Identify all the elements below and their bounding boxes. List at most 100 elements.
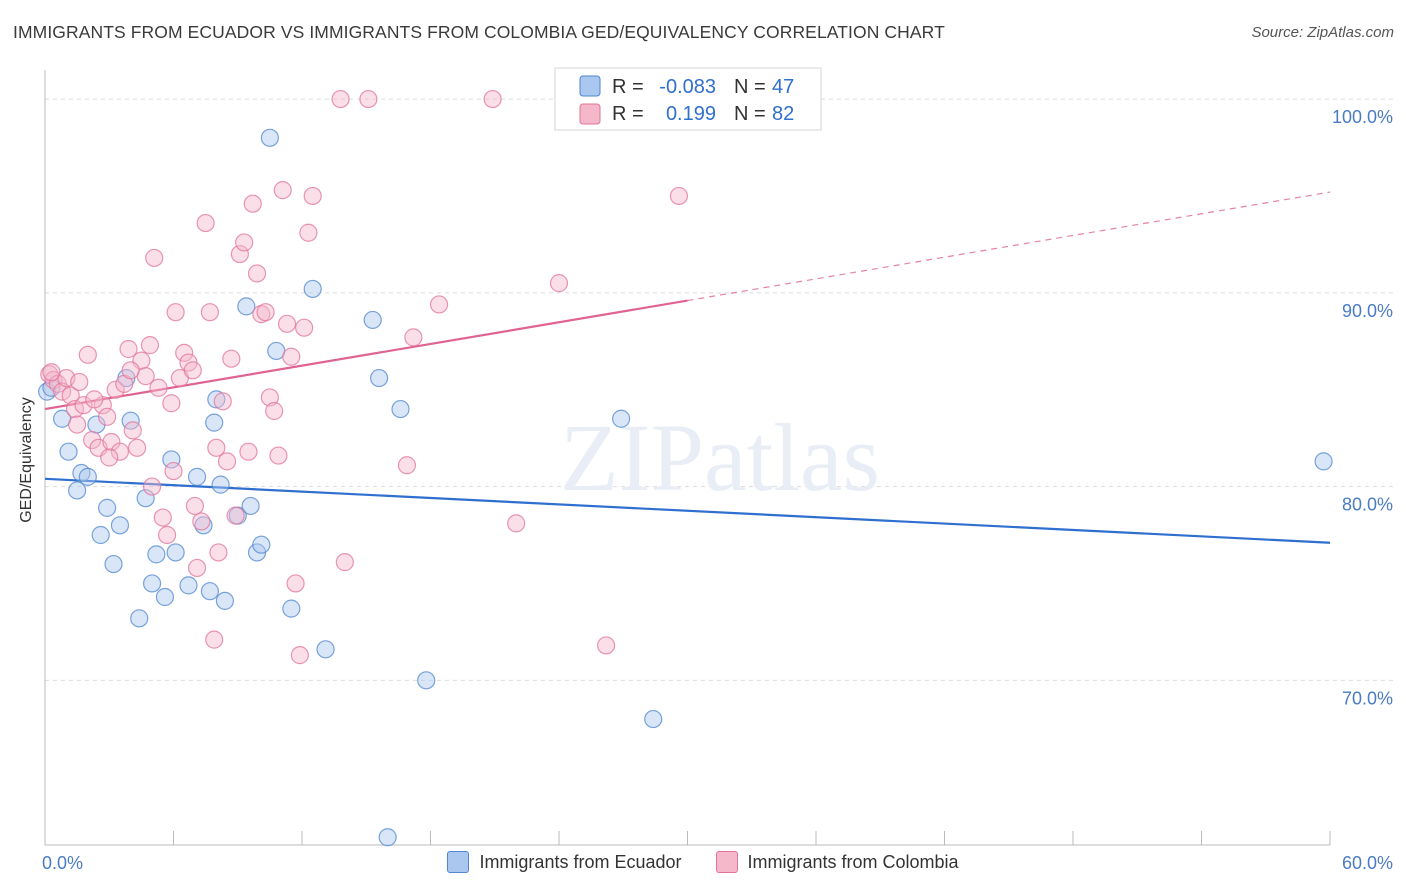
colombia-point (100, 448, 119, 467)
legend-label-colombia: Immigrants from Colombia (747, 851, 959, 872)
colombia-point (243, 194, 262, 213)
ecuador-point (147, 545, 166, 564)
colombia-point (127, 438, 147, 457)
x-tick-label: 0.0% (42, 853, 83, 873)
colombia-point (331, 89, 350, 109)
ecuador-point (110, 516, 130, 535)
colombia-point (200, 303, 220, 322)
colombia-point (483, 89, 502, 109)
legend-label-ecuador: Immigrants from Ecuador (479, 851, 682, 872)
ecuador-point (644, 709, 663, 729)
colombia-point (53, 382, 72, 401)
colombia-point (149, 378, 168, 397)
colombia-point (196, 213, 215, 233)
y-tick-label: 80.0% (1342, 495, 1393, 515)
y-tick-label: 70.0% (1342, 688, 1393, 708)
colombia-point (207, 438, 226, 457)
colombia-point (145, 248, 164, 268)
ecuador-point (241, 496, 260, 516)
colombia-point (157, 525, 177, 545)
trend-lines (44, 191, 1331, 544)
colombia-point (78, 345, 97, 364)
ecuador-point (378, 828, 397, 847)
colombia-point (187, 558, 207, 578)
ecuador-point (136, 489, 155, 508)
colombia-point (335, 553, 354, 572)
colombia-point (507, 514, 526, 533)
colombia-point (98, 407, 117, 426)
colombia-point (185, 496, 205, 516)
legend: Immigrants from Ecuador Immigrants from … (0, 851, 1406, 873)
stats-box: R = -0.083 N = 47 R = 0.199 N = 82 (554, 67, 822, 131)
ecuador-point (187, 467, 207, 486)
chart-title: IMMIGRANTS FROM ECUADOR VS IMMIGRANTS FR… (13, 22, 945, 42)
colombia-point (42, 363, 61, 382)
colombia-point (260, 388, 279, 407)
stats-n-label-colombia: N = (734, 103, 766, 125)
colombia-point (269, 446, 288, 465)
ecuador-point (179, 576, 198, 595)
colombia-point (247, 264, 267, 283)
ecuador-point (612, 409, 631, 428)
stats-n-label-ecuador: N = (734, 76, 766, 98)
colombia-point (226, 506, 245, 525)
x-tick-labels: 0.0% 60.0% (42, 853, 1393, 873)
ecuador-point (363, 310, 382, 330)
legend-item-ecuador[interactable]: Immigrants from Ecuador (447, 851, 682, 873)
colombia-point (213, 392, 232, 411)
y-tick-labels: 70.0% 80.0% 90.0% 100.0% (1332, 107, 1393, 708)
ecuador-point (211, 475, 230, 494)
colombia-point (183, 361, 202, 380)
colombia-point (359, 89, 378, 109)
gridlines (45, 98, 1395, 681)
colombia-point (404, 328, 423, 347)
stats-r-value-colombia: 0.199 (666, 103, 716, 125)
colombia-point (277, 314, 297, 333)
ecuador-point (78, 467, 97, 486)
ecuador-point (68, 481, 87, 500)
stats-swatch-ecuador (579, 75, 601, 97)
colombia-point (61, 386, 80, 405)
legend-swatch-colombia (715, 851, 738, 873)
colombia-point (397, 456, 417, 475)
ecuador-point (91, 525, 110, 545)
watermark: ZIPatlas (560, 404, 880, 511)
ecuador-point (166, 543, 185, 562)
colombia-point (68, 415, 87, 434)
colombia-point (74, 396, 93, 415)
ecuador-point (142, 574, 162, 593)
colombia-point (235, 233, 254, 252)
ecuador-point (1314, 452, 1333, 471)
stats-n-value-colombia: 82 (772, 103, 794, 125)
colombia-point (192, 512, 211, 531)
colombia-point (85, 390, 104, 409)
colombia-trend-line (44, 299, 688, 411)
colombia-point (597, 636, 616, 655)
ecuador-point (252, 535, 271, 554)
colombia-point (222, 349, 241, 368)
colombia-point (549, 274, 569, 293)
colombia-point (70, 372, 89, 392)
colombia-point (121, 361, 140, 380)
ecuador-point (59, 442, 78, 461)
colombia-trend-extension (687, 191, 1331, 302)
colombia-point (256, 303, 275, 322)
legend-swatch-ecuador (447, 851, 470, 873)
ecuador-point (391, 399, 410, 419)
ecuador-point (98, 498, 117, 517)
colombia-point (273, 181, 292, 200)
legend-item-colombia[interactable]: Immigrants from Colombia (715, 851, 959, 873)
y-tick-label: 90.0% (1342, 301, 1393, 321)
ecuador-point (155, 587, 175, 607)
colombia-points (40, 89, 689, 665)
colombia-point (162, 394, 181, 413)
ecuador-point (237, 297, 256, 316)
colombia-point (295, 318, 314, 337)
stats-r-value-ecuador: -0.083 (659, 76, 716, 98)
ecuador-point (316, 640, 335, 659)
colombia-point (164, 461, 183, 481)
colombia-point (669, 186, 689, 206)
colombia-point (119, 339, 138, 359)
ecuador-point (207, 390, 226, 409)
